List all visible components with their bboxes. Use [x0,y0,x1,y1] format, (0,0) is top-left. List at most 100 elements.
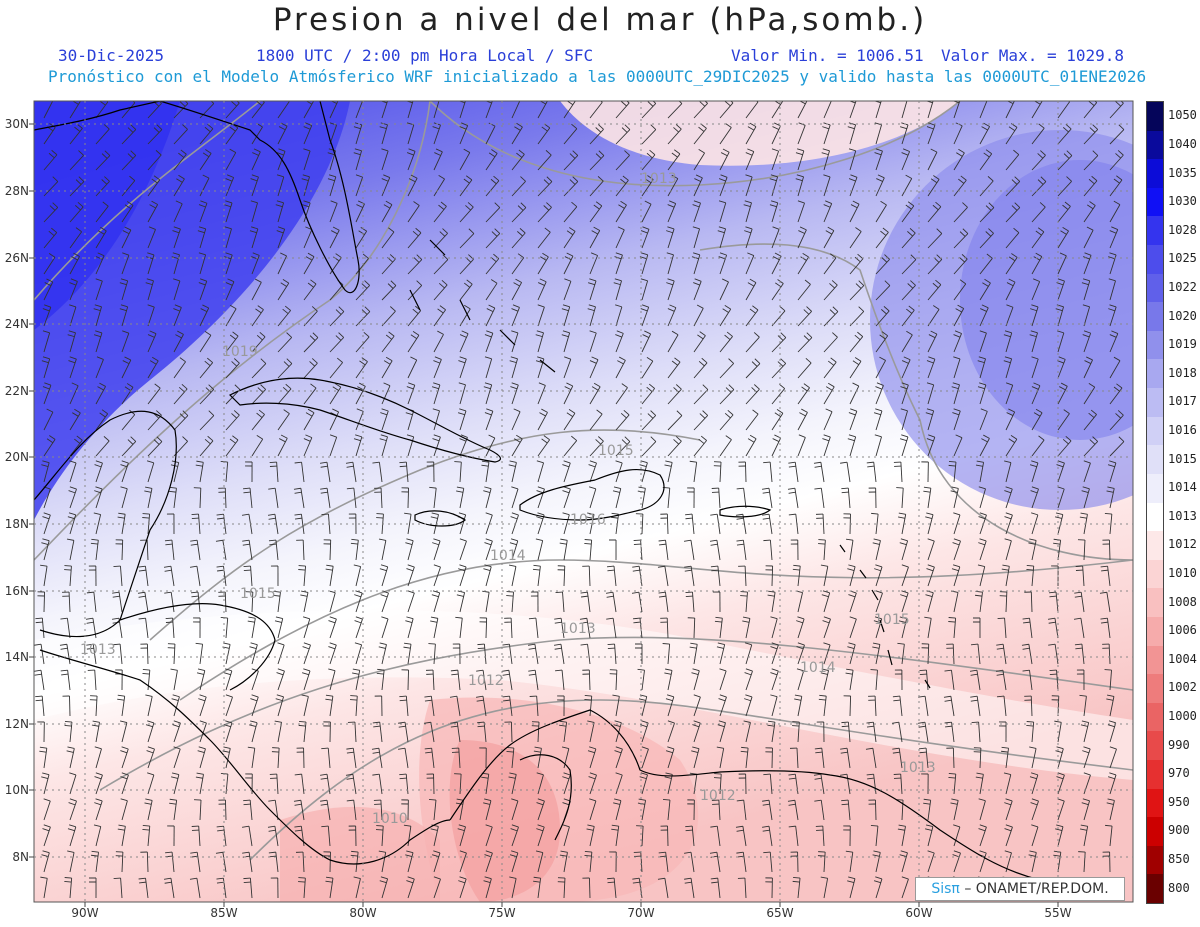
wind-barb [823,200,833,223]
wind-barb [684,851,695,873]
wind-barb [483,876,492,899]
wind-barb [691,668,700,691]
wind-barb [792,721,800,743]
wind-barb [1076,669,1085,691]
wind-barb [276,174,285,197]
wind-barb [944,721,955,743]
wind-barb [355,280,370,301]
wind-barb [67,824,77,847]
wind-barb [303,252,315,275]
wind-barb [745,409,759,431]
wind-barb [687,799,695,821]
wind-barb [147,124,163,145]
wind-barb [971,721,981,743]
wind-barb [454,461,462,483]
scale-label: 1019 [1168,337,1197,352]
wind-barb [43,253,56,275]
wind-barb [845,538,854,561]
wind-barb [381,280,397,301]
lon-label: 90W [71,906,98,920]
wind-barb [873,408,883,431]
wind-barb [1057,330,1065,353]
wind-barb [380,101,388,119]
wind-barb [64,720,73,743]
wind-barb [1005,149,1020,171]
wind-barb [868,695,877,717]
wind-barb [277,332,293,353]
wind-barb [173,278,181,301]
wind-barb [735,825,747,847]
wind-barb [607,643,617,665]
wind-barb [953,175,967,197]
wind-barb [1083,201,1096,223]
wind-barb [972,617,981,639]
wind-barb [276,226,286,249]
wind-barb [95,226,107,249]
scale-swatch [1147,187,1163,217]
wind-barb [216,513,227,535]
wind-barb [379,564,389,587]
wind-barb [537,150,552,171]
wind-barb [953,279,967,301]
wind-barb [353,148,363,171]
wind-barb [719,668,727,691]
wind-barb [483,486,492,509]
wind-barb [117,512,126,535]
wind-barb [953,202,968,223]
wind-barb [979,202,995,223]
wind-barb [401,669,409,691]
wind-barb [433,564,441,587]
wind-barb [69,408,81,431]
wind-barb [484,101,493,119]
credit-org: – ONAMET/REP.DOM. [964,881,1109,897]
wind-barb [823,253,837,275]
wind-barb [163,565,175,587]
wind-barb [868,487,877,509]
wind-barb [457,408,467,431]
wind-barb [820,668,829,691]
wind-barb [666,278,675,301]
wind-barb [277,409,290,431]
wind-barb [821,590,831,613]
wind-barb [173,124,188,145]
wind-barb [95,150,111,171]
wind-barb [147,200,159,223]
wind-barb [875,382,884,405]
wind-barb [927,175,940,197]
wind-barb [147,150,162,171]
wind-barb [1003,330,1013,353]
max-value: Valor Max. = 1029.8 [941,46,1125,65]
wind-barb [485,512,493,535]
wind-barb [142,668,151,691]
scale-swatch [1147,559,1163,589]
wind-barb [224,226,232,249]
wind-barb [147,304,155,327]
wind-barb [1082,746,1091,769]
wind-barb [948,773,957,795]
wind-barb [1102,539,1111,561]
wind-barb [537,202,552,223]
wind-barb [745,434,757,457]
wind-barb [1054,720,1062,743]
wind-barb [823,408,833,431]
scale-swatch [1147,473,1163,503]
wind-barb [458,876,467,899]
wind-barb [375,825,384,847]
wind-barb [433,279,448,301]
wind-barb [537,278,547,301]
wind-barb [42,382,52,405]
wind-barb [587,746,597,769]
wind-barb [483,564,492,587]
scale-label: 1016 [1168,422,1197,437]
wind-barb [692,200,701,223]
wind-barb [611,824,620,847]
wind-barb [979,176,994,197]
wind-barb [275,200,285,223]
wind-barb [586,824,595,847]
wind-barb [1030,486,1039,509]
wind-barb [294,825,305,847]
wind-barb [606,617,617,639]
wind-barb [95,278,103,301]
scale-swatch [1147,359,1163,389]
wind-barb [977,356,986,379]
